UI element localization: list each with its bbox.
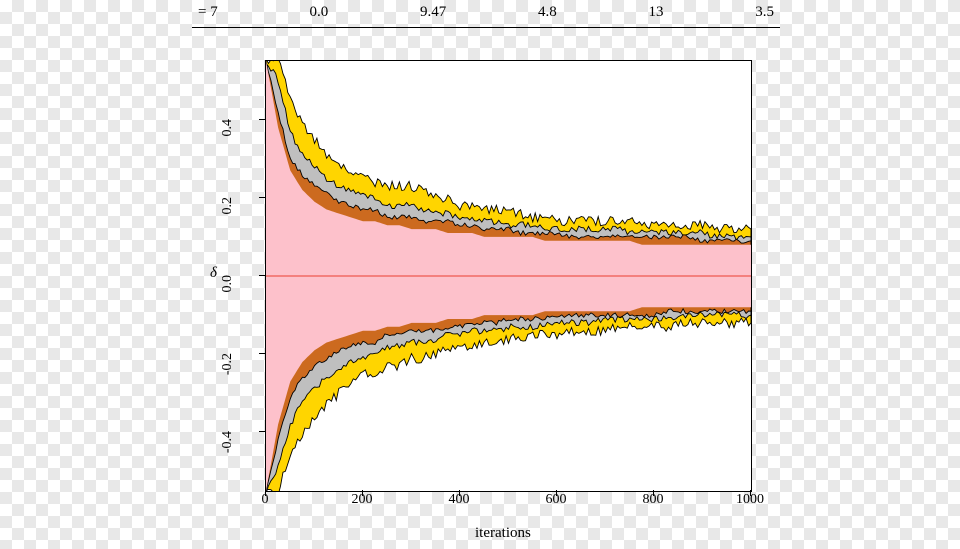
chart-svg	[266, 61, 751, 491]
table-row: = 7 0.0 9.47 4.8 13 3.5	[192, 0, 780, 28]
xtick-label: 1000	[730, 492, 770, 508]
ytick-label: 0.0	[220, 275, 258, 293]
ytick-mark	[259, 119, 265, 120]
xtick-label: 400	[439, 492, 479, 508]
table-cell: 0.0	[309, 4, 328, 21]
table-cell: = 7	[198, 4, 218, 21]
xtick-label: 200	[342, 492, 382, 508]
table-cell: 9.47	[420, 4, 446, 21]
convergence-chart: δ iterations 02004006008001000 -0.4-0.20…	[265, 60, 750, 490]
table-cell: 13	[648, 4, 663, 21]
ytick-label: -0.2	[220, 353, 258, 375]
ytick-mark	[259, 353, 265, 354]
ytick-label: 0.4	[220, 119, 258, 137]
table-cell: 4.8	[538, 4, 557, 21]
y-axis-label: δ	[210, 265, 217, 282]
xtick-label: 800	[633, 492, 673, 508]
ytick-label: 0.2	[220, 197, 258, 215]
ytick-mark	[259, 197, 265, 198]
ytick-label: -0.4	[220, 431, 258, 453]
x-axis-label: iterations	[475, 525, 531, 542]
xtick-label: 600	[536, 492, 576, 508]
table-cell: 3.5	[755, 4, 774, 21]
ytick-mark	[259, 431, 265, 432]
xtick-label: 0	[245, 492, 285, 508]
ytick-mark	[259, 275, 265, 276]
plot-area	[265, 60, 752, 492]
